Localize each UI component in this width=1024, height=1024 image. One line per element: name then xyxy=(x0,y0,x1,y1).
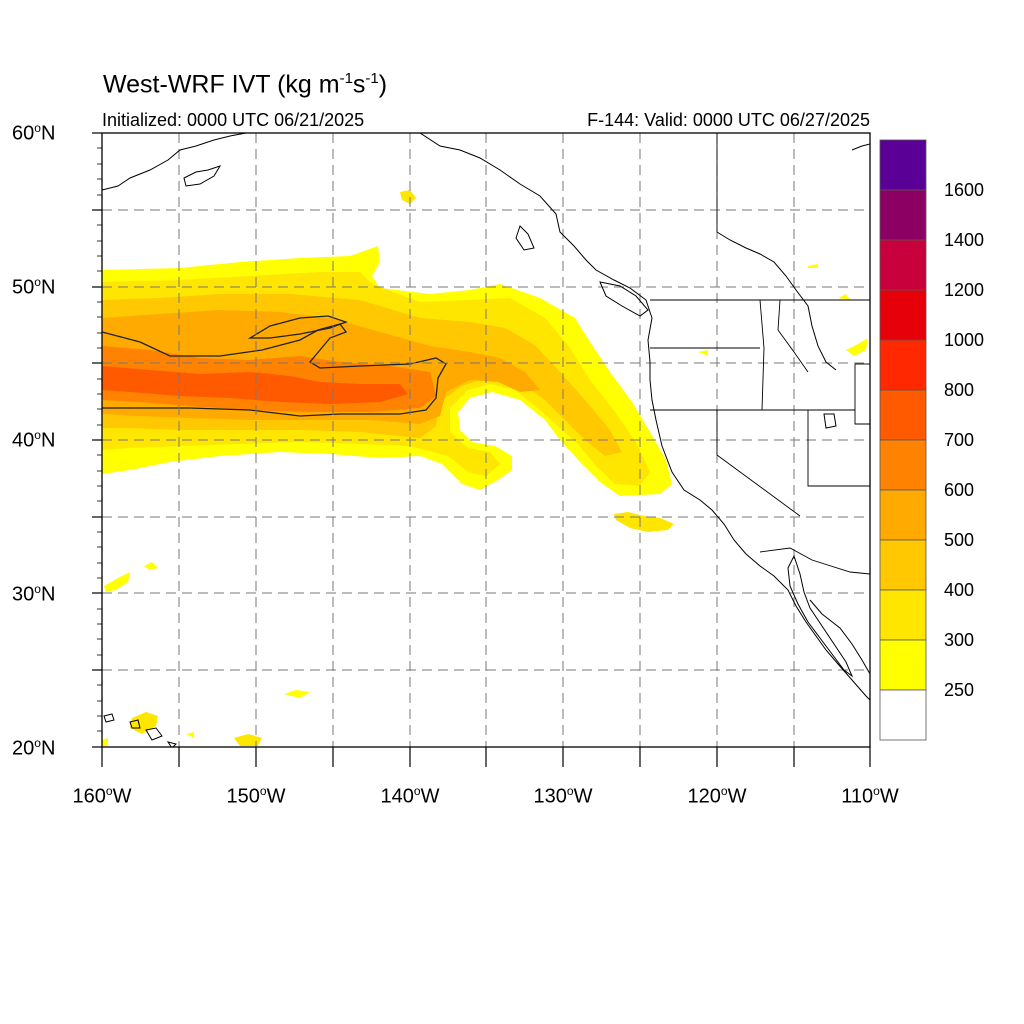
colorbar-swatch xyxy=(879,189,927,241)
lat-label-30n: 30oN xyxy=(12,582,56,606)
graticule xyxy=(102,133,870,747)
colorbar-label: 600 xyxy=(944,480,975,500)
colorbar-label: 1000 xyxy=(944,330,985,350)
axis-minor-ticks xyxy=(97,147,102,732)
political-borders xyxy=(650,133,870,575)
ivt-field xyxy=(102,133,870,747)
colorbar-label: 1400 xyxy=(944,230,985,250)
lon-label-150w: 150oW xyxy=(226,784,286,808)
initialized-time: Initialized: 0000 UTC 06/21/2025 xyxy=(102,110,365,130)
lat-label-60n: 60oN xyxy=(12,121,56,145)
colorbar-swatch xyxy=(879,539,927,591)
lat-label-40n: 40oN xyxy=(12,428,56,452)
lon-label-120w: 120oW xyxy=(687,784,747,808)
lon-label-110w: 110oW xyxy=(841,784,899,808)
colorbar-label: 250 xyxy=(944,680,975,700)
colorbar xyxy=(879,139,927,741)
colorbar-swatch xyxy=(879,589,927,641)
colorbar-label: 300 xyxy=(944,630,975,650)
colorbar-label: 1600 xyxy=(944,180,985,200)
colorbar-swatch xyxy=(879,489,927,541)
colorbar-swatch xyxy=(879,139,927,191)
lon-label-130w: 130oW xyxy=(533,784,593,808)
colorbar-swatch xyxy=(879,689,927,741)
colorbar-swatch xyxy=(879,239,927,291)
colorbar-swatch xyxy=(879,289,927,341)
chart-title: West-WRF IVT (kg m-1s-1) xyxy=(103,70,388,99)
lat-label-20n: 20oN xyxy=(12,736,56,760)
colorbar-label: 400 xyxy=(944,580,975,600)
colorbar-label: 500 xyxy=(944,530,975,550)
colorbar-swatch xyxy=(879,389,927,441)
colorbar-label: 1200 xyxy=(944,280,985,300)
lat-label-50n: 50oN xyxy=(12,275,56,299)
valid-time: F-144: Valid: 0000 UTC 06/27/2025 xyxy=(587,110,870,130)
axis-ticks xyxy=(92,132,871,767)
lon-label-140w: 140oW xyxy=(380,784,440,808)
colorbar-swatch xyxy=(879,339,927,391)
colorbar-swatch xyxy=(879,439,927,491)
colorbar-swatch xyxy=(879,639,927,691)
colorbar-label: 800 xyxy=(944,380,975,400)
lon-label-160w: 160oW xyxy=(72,784,132,808)
colorbar-label: 700 xyxy=(944,430,975,450)
